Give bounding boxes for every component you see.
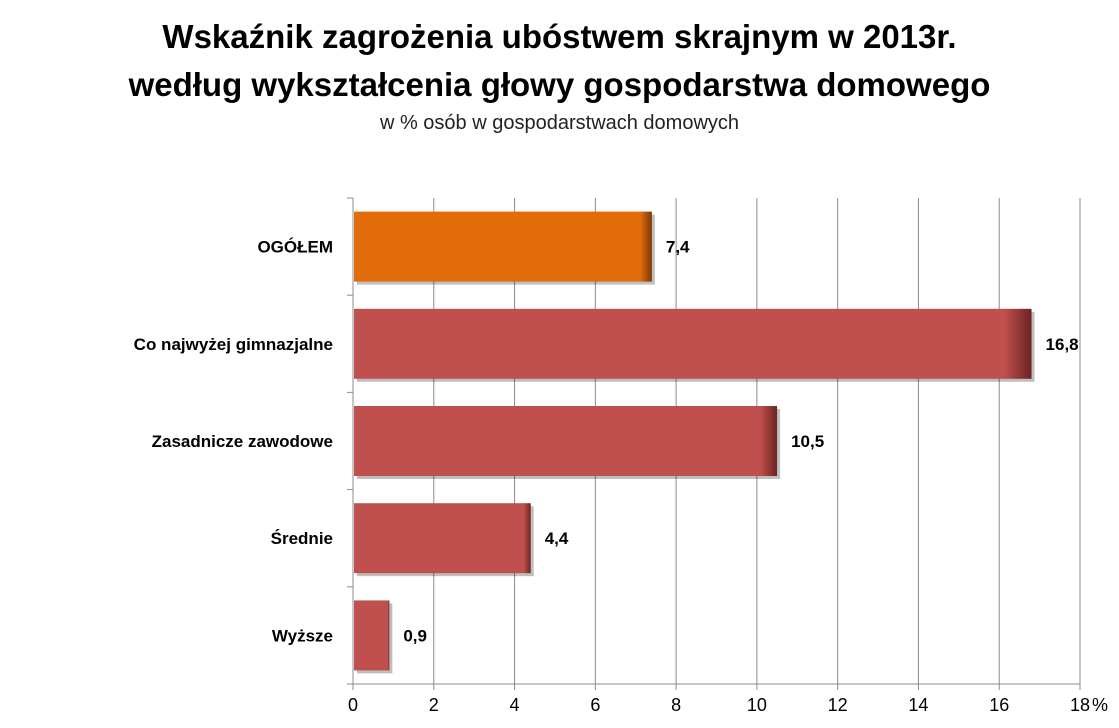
category-label: Co najwyżej gimnazjalne [134, 335, 333, 354]
x-tick-label: 14 [908, 695, 928, 715]
x-tick-label: 8 [671, 695, 681, 715]
category-label: OGÓŁEM [257, 238, 333, 257]
value-label: 10,5 [791, 432, 824, 451]
bar [354, 211, 652, 282]
value-label: 16,8 [1046, 335, 1079, 354]
x-unit-label: % [1092, 695, 1108, 715]
value-label: 0,9 [403, 626, 427, 645]
x-tick-label: 16 [989, 695, 1009, 715]
value-label: 7,4 [666, 238, 690, 257]
x-tick-label: 6 [590, 695, 600, 715]
bar [354, 600, 390, 671]
chart-title-line2: według wykształcenia głowy gospodarstwa … [128, 66, 991, 103]
x-tick-label: 10 [747, 695, 767, 715]
category-label: Średnie [271, 529, 333, 548]
category-label: Wyższe [272, 626, 333, 645]
category-label: Zasadnicze zawodowe [152, 432, 333, 451]
axes [347, 197, 1081, 690]
x-tick-label: 2 [429, 695, 439, 715]
labels: 0 2 4 6 8 10 12 14 16 18 % OGÓŁEM 7,4 Co najwyżej gim… [134, 238, 1108, 715]
chart-title-line1: Wskaźnik zagrożenia ubóstwem skrajnym w … [162, 18, 957, 55]
bars [354, 211, 1035, 674]
bar [354, 503, 531, 574]
x-tick-label: 0 [348, 695, 358, 715]
bar [354, 406, 778, 476]
x-tick-label: 12 [828, 695, 848, 715]
x-tick-label: 4 [510, 695, 520, 715]
x-tick-label: 18 [1070, 695, 1090, 715]
bar [354, 308, 1032, 379]
chart-subtitle: w % osób w gospodarstwach domowych [379, 112, 740, 134]
value-label: 4,4 [545, 529, 569, 548]
